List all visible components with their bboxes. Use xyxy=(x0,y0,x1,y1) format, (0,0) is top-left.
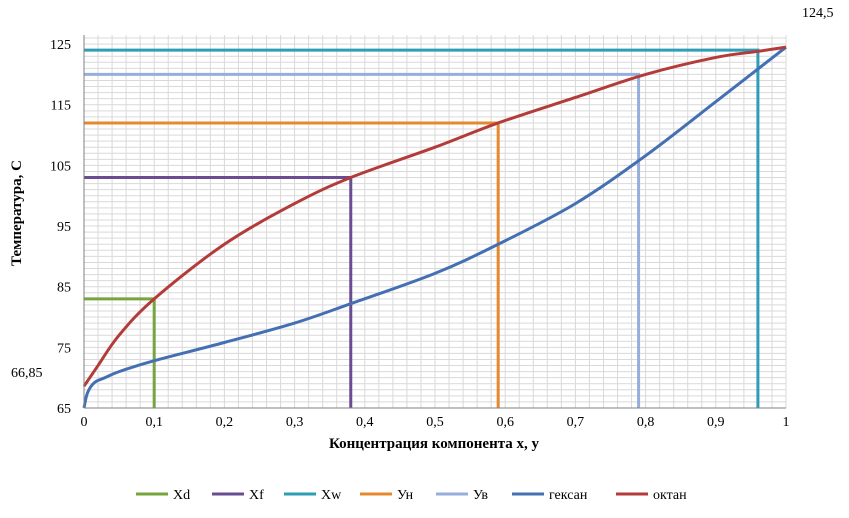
x-tick-label: 1 xyxy=(783,415,790,430)
x-axis-title: Концентрация компонента x, y xyxy=(329,436,540,452)
y-tick-label: 105 xyxy=(50,159,71,174)
x-tick-label: 0,1 xyxy=(145,415,163,430)
y-tick-label: 115 xyxy=(51,99,71,114)
y-axis-title: Температура, С xyxy=(9,160,25,266)
legend-label-Xw: Xw xyxy=(321,488,342,503)
annotation-start-temp: 66,85 xyxy=(11,366,43,381)
x-tick-label: 0,8 xyxy=(637,415,655,430)
chart-legend: Xd Xf Xw Ун Ув гексан октан xyxy=(136,488,687,503)
x-tick-label: 0,2 xyxy=(216,415,234,430)
series-line-Ув xyxy=(84,72,641,408)
x-tick-label: 0,9 xyxy=(707,415,725,430)
x-tick-label: 0,4 xyxy=(356,415,374,430)
y-tick-labels: 65 75 85 95 105 115 125 xyxy=(50,38,71,417)
x-tick-label: 0,3 xyxy=(286,415,304,430)
series-layer xyxy=(82,45,787,409)
y-tick-label: 65 xyxy=(57,402,71,417)
x-tick-label: 0,6 xyxy=(496,415,514,430)
legend-label-Ун: Ун xyxy=(397,488,414,503)
x-tick-label: 0,7 xyxy=(567,415,585,430)
annotation-end-temp: 124,5 xyxy=(802,6,834,21)
x-tick-label: 0,5 xyxy=(426,415,444,430)
series-line-гексан xyxy=(82,45,787,409)
x-tick-labels: 0 0,1 0,2 0,3 0,4 0,5 0,6 0,7 0,8 0,9 1 xyxy=(81,415,790,430)
y-tick-label: 95 xyxy=(57,220,71,235)
legend-label-Xd: Xd xyxy=(173,488,190,503)
y-tick-label: 75 xyxy=(57,341,71,356)
legend-label-Xf: Xf xyxy=(249,488,264,503)
plot-axes xyxy=(83,35,786,409)
y-tick-label: 85 xyxy=(57,281,71,296)
legend-label-Ув: Ув xyxy=(473,488,488,503)
series-line-октан xyxy=(82,45,787,388)
y-tick-label: 125 xyxy=(50,38,71,53)
legend-label-гексан: гексан xyxy=(549,488,588,503)
x-tick-label: 0 xyxy=(81,415,88,430)
legend-label-октан: октан xyxy=(653,488,687,503)
